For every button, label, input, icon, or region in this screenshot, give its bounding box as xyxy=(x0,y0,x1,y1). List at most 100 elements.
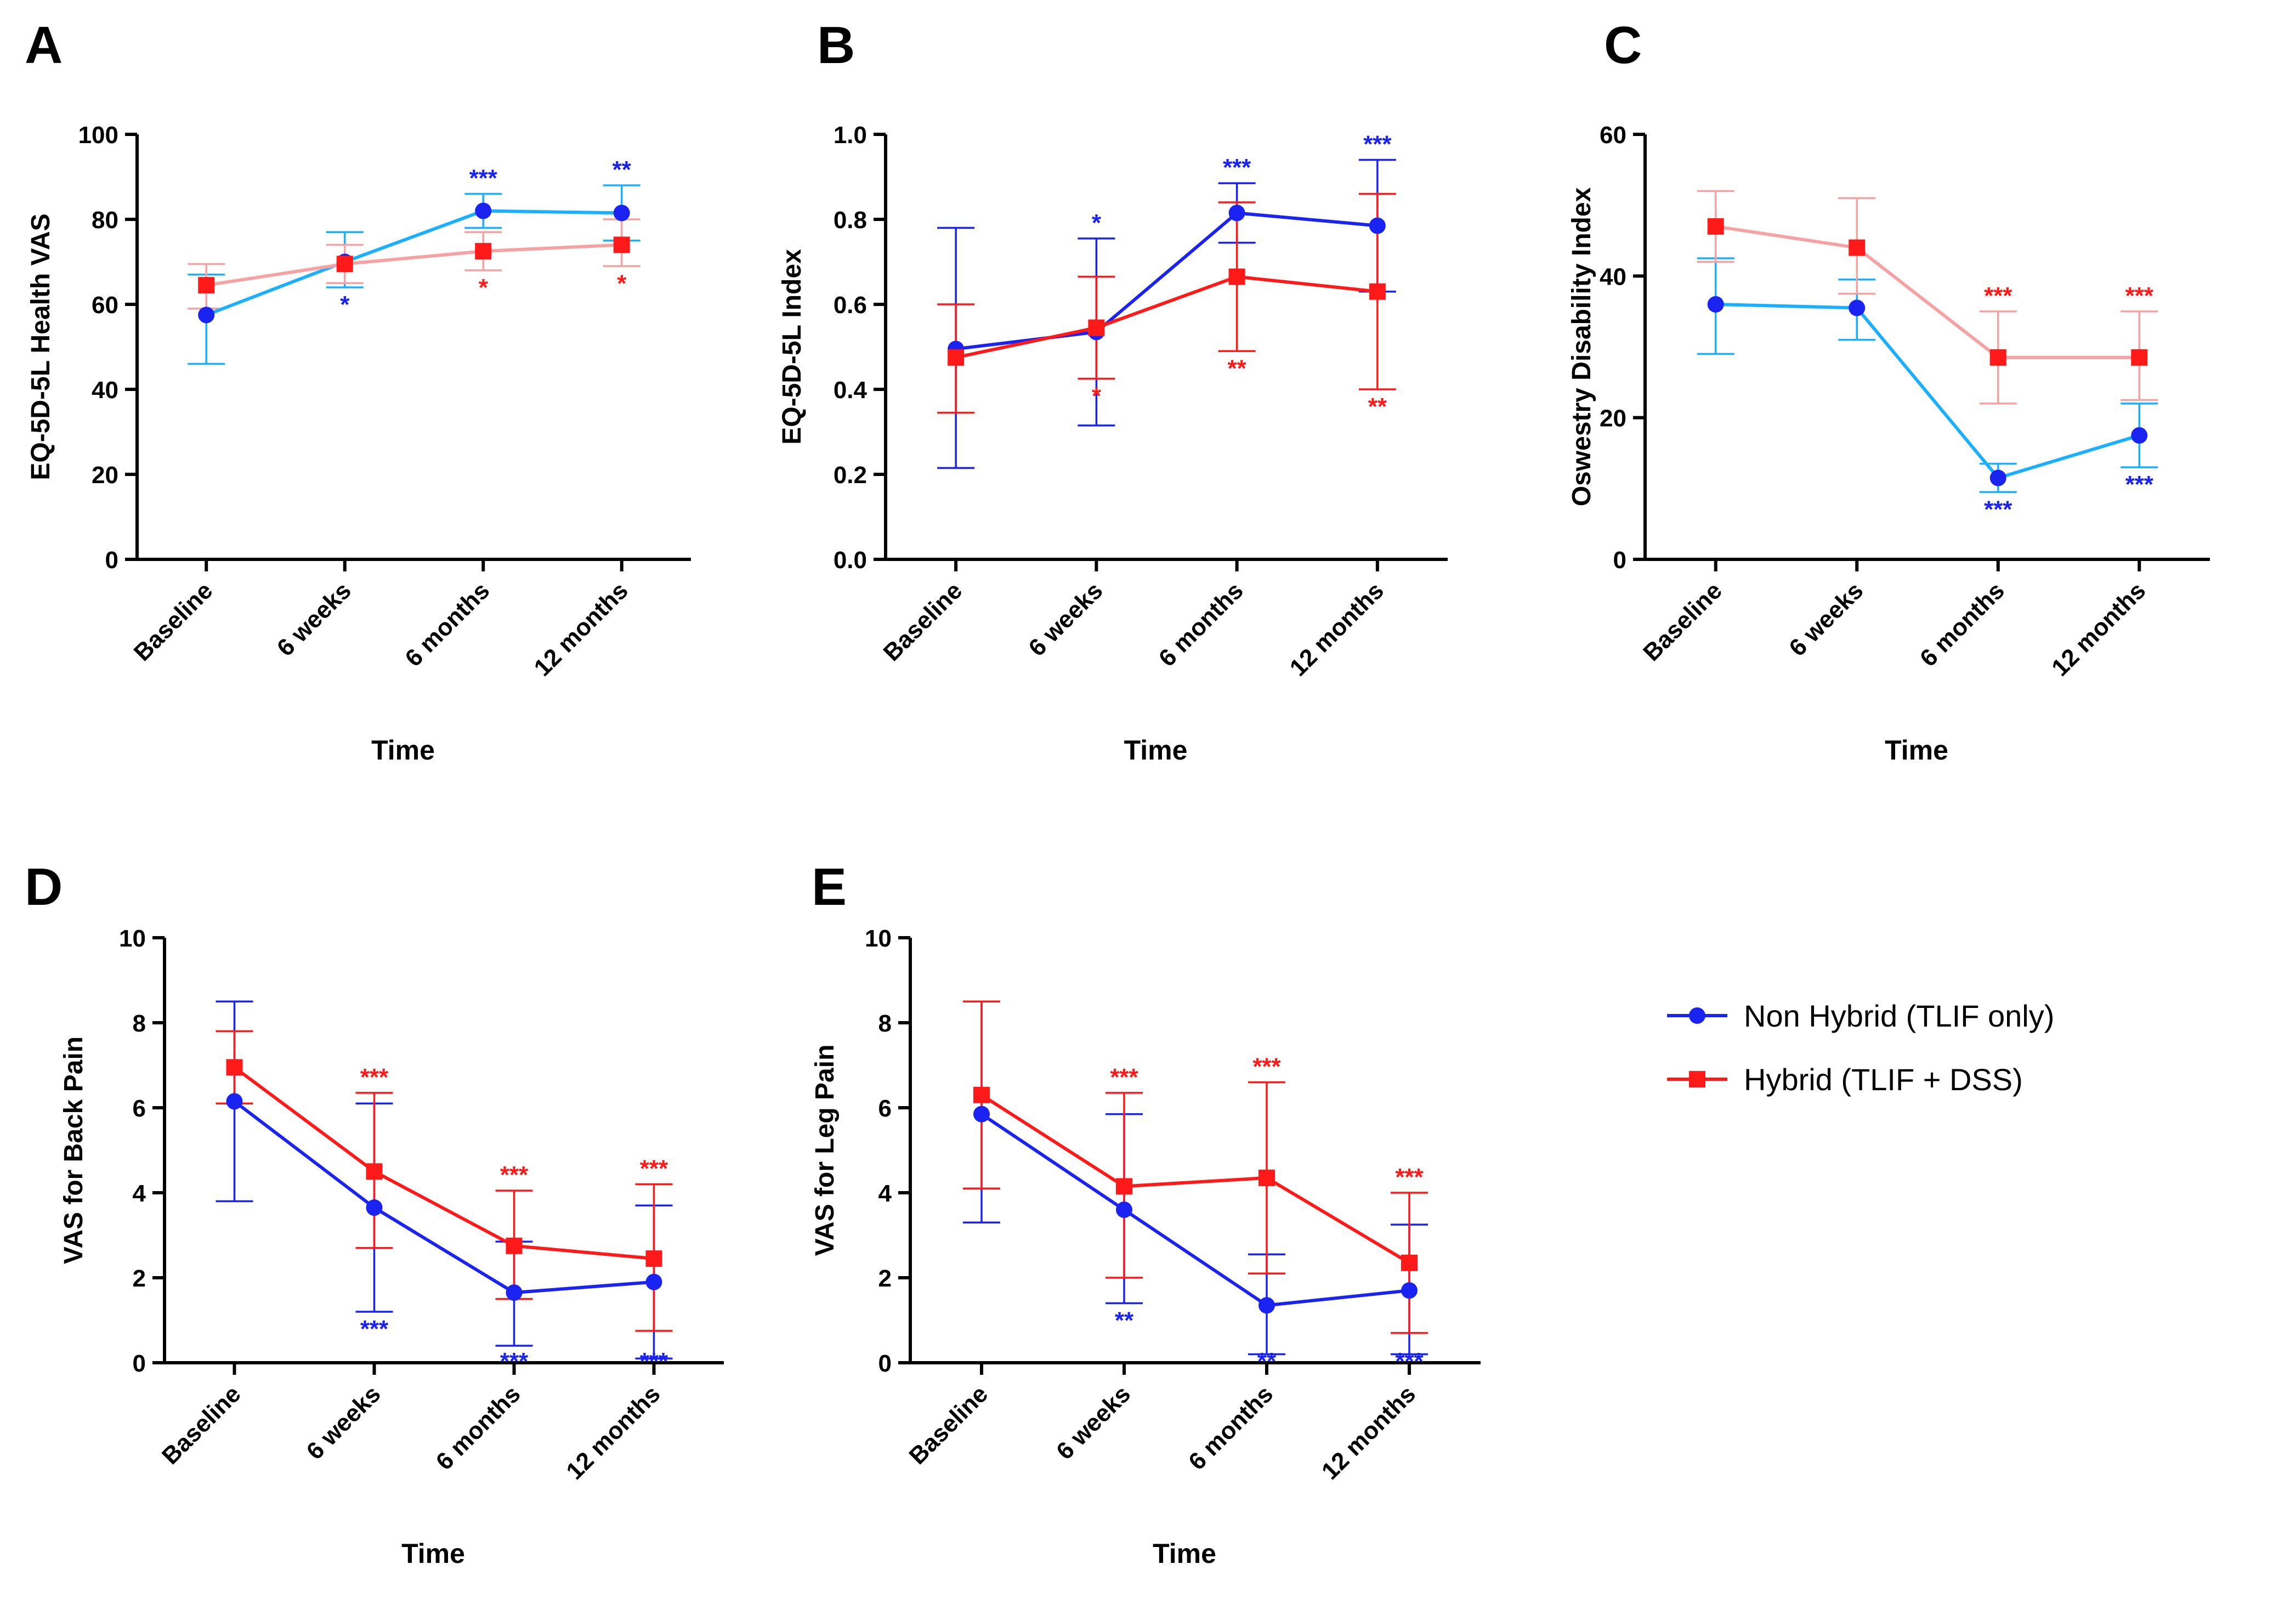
panel-a: A 0 20 40 60 80 100 Baseline 6 weeks 6 months 12 m… xyxy=(25,16,691,766)
data-point xyxy=(198,277,215,294)
y-tick-label: 0 xyxy=(133,1350,146,1377)
series-line-non-hybrid xyxy=(980,1113,1410,1307)
y-tick-label: 100 xyxy=(78,122,118,149)
data-point xyxy=(1228,205,1245,222)
legend-label: Hybrid (TLIF + DSS) xyxy=(1744,1062,2023,1097)
data-point xyxy=(1258,1297,1275,1314)
y-tick-label: 80 xyxy=(92,207,118,234)
legend: Non Hybrid (TLIF only) Hybrid (TLIF + DSS… xyxy=(1667,999,2054,1097)
x-tick-label: 6 weeks xyxy=(1051,1380,1136,1465)
y-axis-title: EQ-5D-5L Health VAS xyxy=(26,213,55,480)
x-tick-label: 6 weeks xyxy=(1784,577,1868,661)
data-point xyxy=(1989,469,2006,486)
panel-e: E 0 2 4 6 8 10 Baseline 6 weeks 6 months 12 months… xyxy=(810,858,1481,1569)
series-hybrid xyxy=(1697,190,2158,405)
significance-marker: *** xyxy=(2125,471,2154,498)
significance-marker: *** xyxy=(1395,1164,1424,1191)
x-tick-label: 12 months xyxy=(1317,1380,1421,1484)
data-point xyxy=(613,236,630,253)
y-tick-label: 6 xyxy=(133,1095,146,1122)
panel-letter: D xyxy=(25,858,63,916)
x-tick-label: Baseline xyxy=(904,1380,993,1470)
data-point xyxy=(198,307,215,324)
series-non-hybrid xyxy=(216,1000,673,1359)
series-non-hybrid xyxy=(1697,257,2158,494)
data-point xyxy=(475,243,492,260)
y-tick-label: 40 xyxy=(92,377,118,404)
data-point xyxy=(366,1199,383,1216)
data-point xyxy=(1116,1178,1132,1195)
legend-circle-icon xyxy=(1689,1007,1705,1024)
x-tick-label: Baseline xyxy=(878,577,968,666)
significance-marker: *** xyxy=(360,1316,389,1342)
x-tick-label: 12 months xyxy=(1285,577,1389,681)
y-tick-label: 0.6 xyxy=(834,292,867,319)
significance-marker: ** xyxy=(1228,355,1247,382)
significance-marker: *** xyxy=(500,1348,529,1375)
x-axis-title: Time xyxy=(371,735,435,766)
data-point xyxy=(1228,268,1245,285)
data-point xyxy=(475,202,492,219)
x-tick-label: 12 months xyxy=(2046,577,2151,681)
x-tick-label: 6 weeks xyxy=(1023,577,1108,661)
y-tick-label: 0.8 xyxy=(834,207,867,234)
panel-letter: A xyxy=(25,16,63,75)
data-point xyxy=(613,205,630,222)
panel-c: C 0 20 40 60 Baseline 6 weeks 6 months 12 months… xyxy=(1567,16,2210,766)
data-point xyxy=(1369,283,1386,300)
data-point xyxy=(1849,299,1866,316)
significance-marker: *** xyxy=(1984,496,2012,523)
significance-marker: *** xyxy=(2125,282,2154,309)
x-tick-label: 6 weeks xyxy=(272,577,356,661)
x-tick-label: 6 weeks xyxy=(302,1380,386,1465)
x-tick-label: Baseline xyxy=(1638,577,1727,666)
series-line-non-hybrid xyxy=(206,209,622,317)
significance-marker: *** xyxy=(1395,1348,1424,1375)
significance-marker: *** xyxy=(469,165,498,192)
y-tick-label: 8 xyxy=(133,1010,146,1037)
significance-marker: ** xyxy=(1368,393,1387,420)
y-tick-label: 1.0 xyxy=(834,122,867,149)
data-point xyxy=(1989,349,2006,366)
y-tick-label: 4 xyxy=(133,1180,146,1207)
significance-marker: * xyxy=(340,291,350,318)
data-point xyxy=(1369,217,1386,234)
data-point xyxy=(645,1273,662,1290)
y-tick-label: 0 xyxy=(105,547,118,574)
y-tick-label: 20 xyxy=(1600,405,1626,432)
series-non-hybrid xyxy=(937,158,1396,469)
x-tick-label: 6 months xyxy=(1915,577,2010,672)
data-point xyxy=(1088,319,1105,336)
y-tick-label: 0.4 xyxy=(834,377,868,404)
significance-marker: ** xyxy=(1257,1348,1277,1375)
x-tick-label: 6 months xyxy=(400,577,495,672)
x-tick-label: 12 months xyxy=(561,1380,665,1484)
data-point xyxy=(973,1086,990,1103)
data-point xyxy=(1116,1202,1132,1218)
x-tick-label: 6 months xyxy=(1183,1380,1278,1475)
significance-marker: *** xyxy=(1223,154,1251,181)
y-tick-label: 6 xyxy=(878,1095,892,1122)
significance-marker: *** xyxy=(1363,131,1392,158)
significance-marker: *** xyxy=(640,1155,668,1182)
panel-d: D 0 2 4 6 8 10 Baseline 6 weeks 6 months 12 months… xyxy=(25,858,724,1569)
data-point xyxy=(2131,427,2148,444)
x-tick-label: Baseline xyxy=(157,1380,246,1470)
y-tick-label: 40 xyxy=(1600,263,1626,290)
data-point xyxy=(506,1284,523,1301)
y-tick-label: 20 xyxy=(92,462,118,489)
panel-letter: B xyxy=(817,16,855,75)
significance-marker: * xyxy=(617,270,627,297)
significance-marker: *** xyxy=(1252,1053,1281,1080)
data-point xyxy=(1707,218,1724,235)
y-tick-label: 2 xyxy=(878,1265,892,1292)
significance-marker: *** xyxy=(500,1161,529,1188)
y-axis-title: VAS for Leg Pain xyxy=(810,1045,840,1256)
series-line-hybrid xyxy=(233,1066,654,1261)
series-line-hybrid xyxy=(206,243,622,287)
panel-letter: C xyxy=(1604,16,1642,75)
significance-marker: *** xyxy=(360,1064,389,1091)
series-line-hybrid xyxy=(980,1093,1410,1265)
y-axis-title: EQ-5D-5L Index xyxy=(778,249,807,445)
